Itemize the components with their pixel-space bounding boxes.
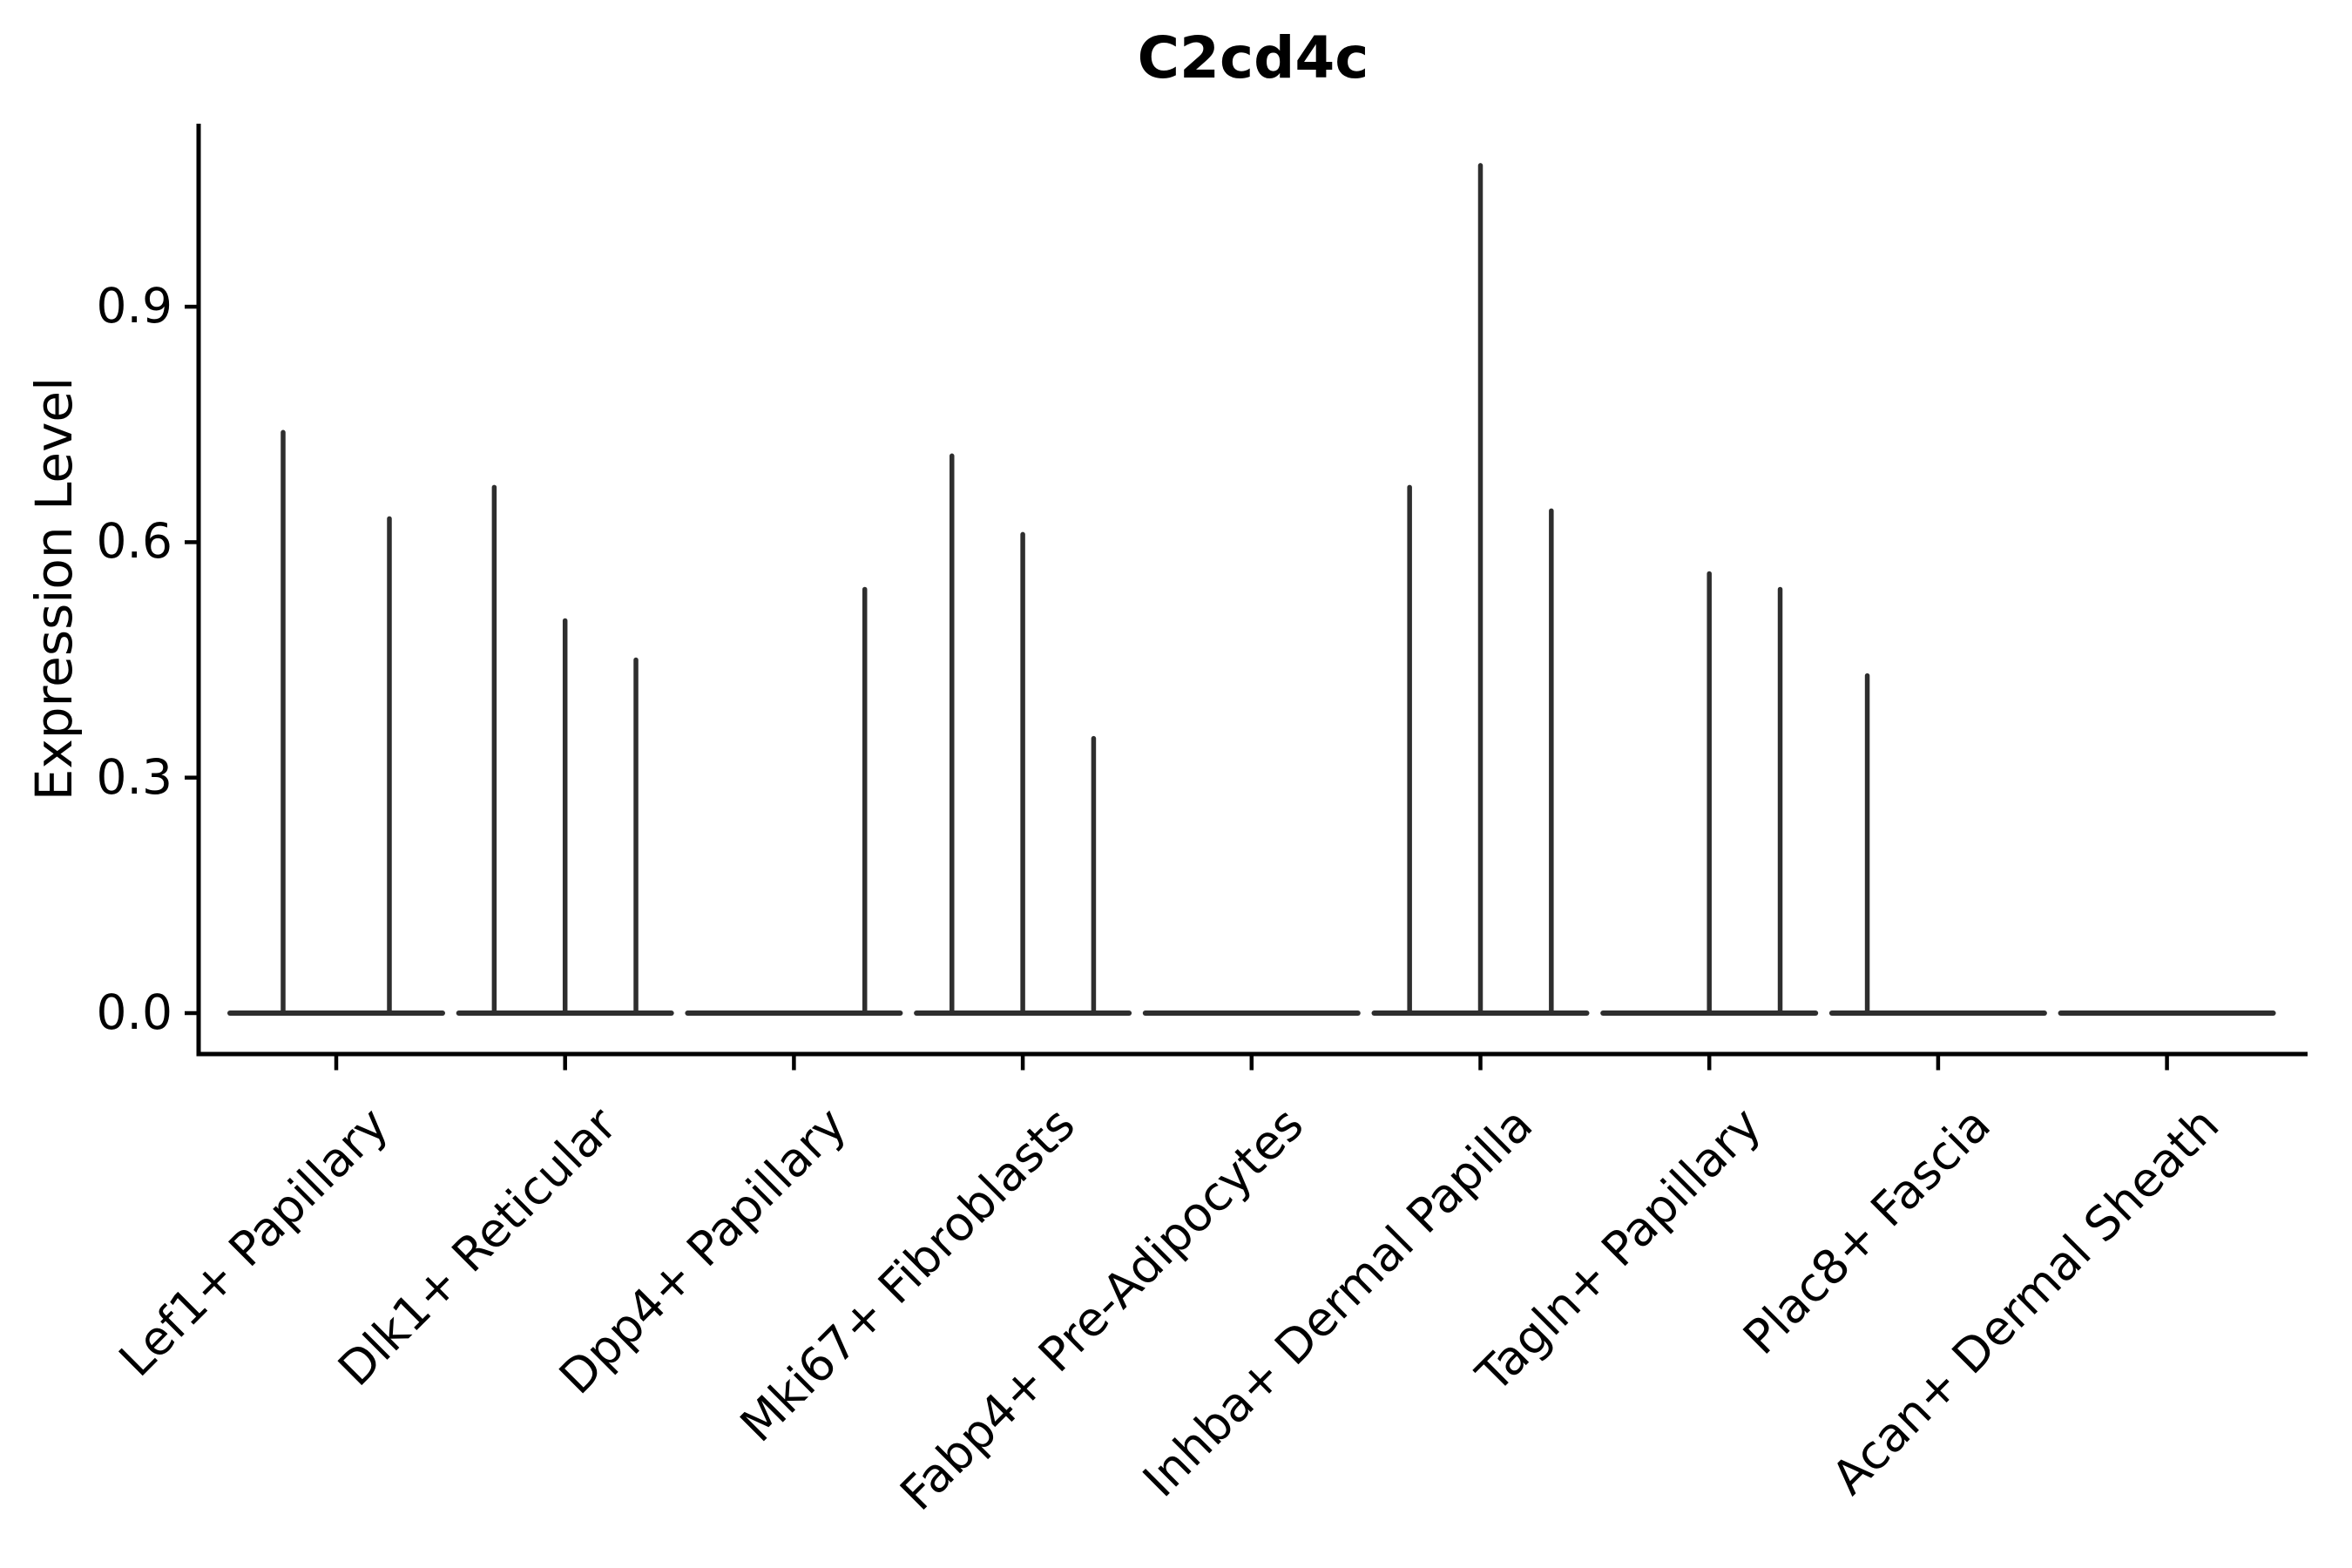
y-tick-label: 0.6 (96, 513, 172, 570)
y-tick-label: 0.0 (96, 984, 172, 1040)
y-tick-label: 0.3 (96, 748, 172, 805)
plot-title: C2cd4c (1137, 24, 1369, 91)
y-tick-label: 0.9 (96, 278, 172, 335)
